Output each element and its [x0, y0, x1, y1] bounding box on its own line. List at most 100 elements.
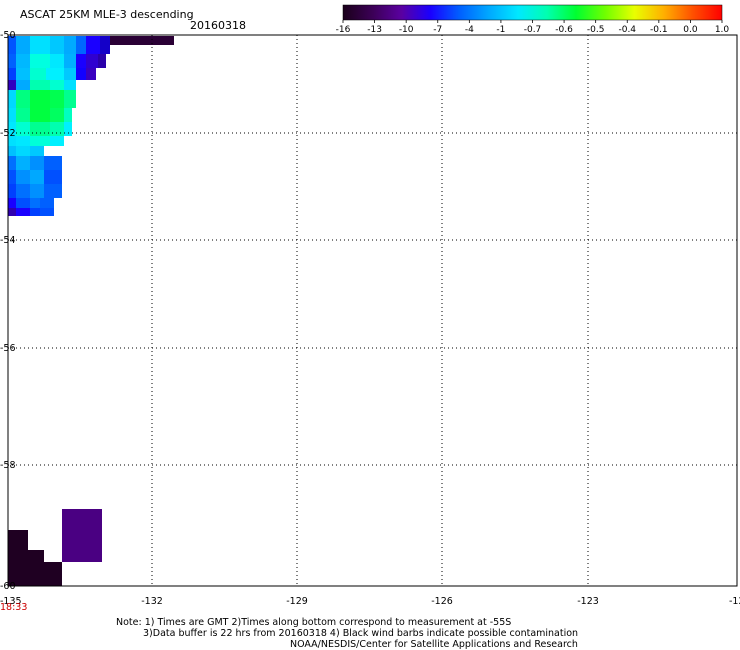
colorbar-label: -0.6: [555, 25, 573, 35]
data-cell: [64, 54, 76, 68]
x-tick-label: -129: [286, 596, 308, 607]
colorbar-label: -13: [367, 25, 382, 35]
data-cell: [16, 198, 30, 208]
data-cell: [64, 122, 72, 136]
data-cells: [8, 36, 174, 586]
colorbar-label: 0.0: [683, 25, 698, 35]
data-cell: [64, 68, 76, 80]
data-cell: [30, 184, 44, 198]
data-cell: [64, 80, 76, 90]
data-cell: [16, 80, 30, 90]
data-cell: [30, 170, 44, 184]
data-cell: [8, 36, 16, 54]
data-cell: [16, 122, 30, 136]
colorbar-label: -1: [496, 25, 505, 35]
y-tick-label: -58: [0, 460, 16, 471]
grid-lines: [7, 35, 737, 586]
data-cell: [86, 36, 100, 54]
data-cell: [16, 90, 30, 108]
colorbar-label: -0.4: [618, 25, 636, 35]
data-cell: [110, 36, 174, 45]
data-cell: [16, 54, 30, 68]
time-label: 18:33: [0, 602, 27, 613]
data-cell: [8, 136, 16, 146]
data-cell: [50, 136, 64, 146]
data-cell: [76, 68, 86, 80]
data-cell: [76, 54, 86, 68]
x-tick-label: -120: [729, 596, 740, 607]
data-cell: [50, 80, 64, 90]
data-cell: [8, 90, 16, 108]
data-cell: [16, 68, 30, 80]
data-cell: [16, 36, 30, 54]
map-title: ASCAT 25KM MLE-3 descending: [20, 8, 194, 21]
data-cell: [8, 80, 16, 90]
data-cell: [8, 170, 16, 184]
data-cell: [86, 68, 96, 80]
data-cell: [30, 68, 46, 80]
data-cell: [16, 184, 30, 198]
data-cell: [64, 108, 72, 122]
map-frame: [7, 34, 738, 587]
data-cell: [16, 108, 30, 122]
colorbar-label: -0.1: [650, 25, 668, 35]
colorbar-label: -0.5: [587, 25, 605, 35]
data-cell: [44, 170, 62, 184]
data-cell: [8, 122, 16, 136]
x-tick-label: -135: [0, 596, 22, 607]
data-cell: [8, 108, 16, 122]
data-cell: [16, 146, 30, 156]
data-cell: [44, 184, 62, 198]
data-cell: [8, 54, 16, 68]
data-cell: [30, 108, 50, 122]
y-tick-label: -52: [0, 128, 16, 139]
colorbar-label: -0.7: [524, 25, 542, 35]
data-cell: [100, 36, 110, 54]
y-tick-label: -50: [0, 30, 16, 41]
data-cell: [8, 156, 16, 170]
colorbar-label: -16: [336, 25, 351, 35]
data-cell: [8, 184, 16, 198]
data-cell: [46, 68, 64, 80]
data-cell: [64, 36, 76, 54]
data-cell: [8, 562, 62, 586]
data-cell: [28, 550, 44, 562]
data-cell: [50, 122, 64, 136]
axis-ticks: -135 -132 -129 -126 -123 -120 -50 -52 -54 -56 -58 -…: [0, 30, 740, 613]
data-cell: [16, 156, 30, 170]
colorbar-gradient: [342, 4, 723, 21]
y-tick-label: -54: [0, 235, 16, 246]
data-cell: [30, 156, 44, 170]
data-cell: [16, 208, 30, 216]
data-cell: [30, 90, 50, 108]
y-tick-label: -56: [0, 343, 16, 354]
data-cell: [40, 198, 54, 208]
map-date: 20160318: [190, 19, 246, 32]
data-cell: [50, 90, 64, 108]
data-cell: [8, 198, 16, 208]
data-cell: [30, 54, 50, 68]
data-cell: [30, 146, 44, 156]
data-cell: [30, 208, 40, 216]
colorbar-label: -10: [399, 25, 414, 35]
data-cell: [30, 80, 50, 90]
data-cell: [44, 156, 62, 170]
data-cell: [8, 68, 16, 80]
data-cell: [76, 36, 86, 54]
data-cell: [30, 36, 50, 54]
data-cell: [16, 136, 30, 146]
data-cell: [30, 136, 50, 146]
y-tick-label: -60: [0, 581, 16, 592]
data-cell: [16, 170, 30, 184]
colorbar-label: 1.0: [715, 25, 730, 35]
colorbar: -16 -13 -10 -7 -4 -1 -0.7 -0.6 -0.5 -0.4 -0.1 0.0 1.…: [336, 4, 730, 35]
colorbar-label: -4: [465, 25, 474, 35]
data-cell: [50, 36, 64, 54]
data-cell: [8, 530, 28, 550]
footer-note-line2: 3)Data buffer is 22 hrs from 20160318 4)…: [143, 628, 579, 639]
data-cell: [62, 509, 102, 562]
data-cell: [30, 122, 50, 136]
x-tick-label: -126: [431, 596, 453, 607]
data-cell: [8, 208, 16, 216]
